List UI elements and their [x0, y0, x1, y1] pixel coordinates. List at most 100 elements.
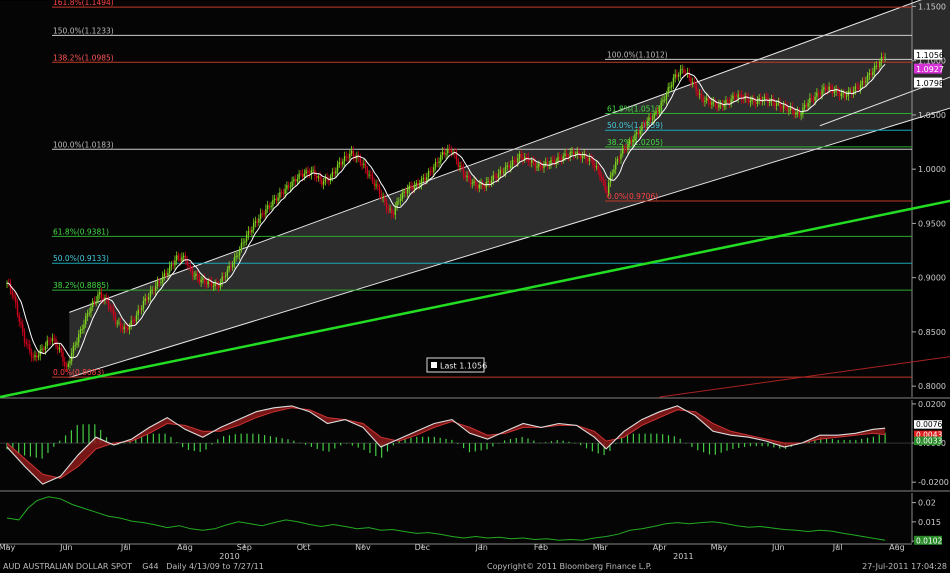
candle-body	[532, 160, 535, 163]
candle-body	[287, 185, 290, 188]
candle-body	[419, 184, 421, 186]
candle-body	[364, 163, 367, 169]
red-trendline	[659, 356, 950, 398]
candle-body	[711, 102, 713, 105]
candle-body	[251, 229, 253, 233]
candle-body	[363, 163, 365, 166]
candle-body	[768, 101, 771, 103]
candle-body	[492, 175, 494, 181]
macd-hist-bar	[369, 443, 371, 453]
candle-body	[399, 199, 402, 201]
candle-body	[648, 117, 650, 121]
candle-body	[142, 301, 145, 309]
macd-hist-bar	[252, 433, 254, 444]
candle-body	[459, 165, 461, 167]
candle-body	[328, 179, 330, 182]
candle-body	[782, 105, 785, 109]
candle-body	[803, 104, 806, 108]
candle-body	[210, 281, 213, 287]
candle-body	[623, 148, 626, 150]
macd-hist-bar	[246, 433, 248, 444]
macd-hist-bar	[866, 437, 869, 444]
candle-body	[718, 104, 720, 108]
candle-body	[660, 101, 662, 109]
candle-body	[884, 57, 886, 58]
candle-body	[866, 75, 869, 82]
candle-body	[838, 92, 841, 97]
x-tick-label-12: May	[711, 543, 728, 552]
candle-body	[289, 186, 292, 188]
macd-hist-bar	[234, 434, 236, 444]
macd-line	[6, 405, 886, 485]
candle-body	[587, 158, 589, 162]
candle-body	[789, 107, 792, 110]
macd-box-label-2: 0.0033	[916, 437, 942, 446]
candle-body	[244, 241, 246, 243]
candle-body	[99, 292, 101, 295]
candle-body	[90, 306, 92, 313]
candle-body	[698, 93, 701, 95]
candle-body	[177, 255, 180, 259]
macd-hist-bar	[585, 443, 588, 449]
candle-body	[712, 101, 715, 103]
candle-body	[350, 150, 353, 154]
candle-body	[805, 104, 808, 107]
candle-body	[677, 74, 680, 77]
x-tick-label-15: Aug	[889, 543, 905, 552]
macd-hist-bar	[158, 433, 160, 444]
macd-hist-bar	[767, 443, 769, 447]
macd-hist-bar	[638, 433, 640, 444]
candle-body	[559, 156, 561, 159]
candle-body	[525, 156, 528, 158]
legend-swatch	[431, 362, 437, 368]
macd-hist-bar	[47, 443, 49, 454]
candle-body	[11, 290, 13, 296]
macd-hist-bar	[416, 436, 418, 444]
candle-body	[86, 313, 89, 317]
macd-hist-bar	[457, 443, 459, 444]
fib-label-set1-6: 38.2%(0.8885)	[53, 281, 109, 290]
candle-body	[601, 176, 603, 180]
candle-body	[202, 278, 204, 280]
macd-hist-bar	[825, 437, 828, 444]
macd-hist-bar	[23, 443, 26, 456]
candle-body	[230, 266, 232, 268]
candle-body	[415, 182, 418, 186]
candle-body	[238, 249, 241, 256]
candle-body	[504, 166, 507, 173]
candle-body	[531, 160, 533, 163]
candle-body	[833, 91, 836, 93]
candle-body	[37, 355, 40, 358]
macd-hist-bar	[732, 443, 734, 449]
candle-body	[594, 165, 596, 168]
candle-body	[760, 97, 762, 102]
macd-hist-bar	[82, 424, 84, 444]
candle-body	[226, 269, 229, 277]
candle-body	[254, 221, 257, 224]
candle-body	[34, 355, 36, 358]
candle-body	[175, 255, 178, 261]
candle-body	[658, 108, 661, 113]
macd-box-2	[914, 436, 942, 446]
price-ytick-label-7: 0.8000	[918, 382, 946, 391]
candle-body	[441, 151, 444, 155]
candle-body	[378, 186, 381, 195]
fib-label-set2-2: 50.0%(1.0359)	[607, 121, 663, 130]
macd-hist-bar	[632, 433, 634, 444]
candle-body	[256, 221, 258, 223]
macd-hist-bar	[708, 443, 711, 455]
candle-body	[182, 255, 185, 258]
candle-body	[604, 181, 606, 191]
candle-body	[665, 93, 668, 100]
candle-body	[858, 87, 860, 90]
candle-body	[606, 190, 608, 193]
candle-body	[252, 223, 255, 230]
candle-body	[373, 181, 376, 186]
candle-body	[335, 171, 337, 174]
macd-hist-bar	[539, 442, 541, 444]
candle-body	[366, 168, 369, 175]
macd-hist-bar	[299, 442, 301, 444]
candle-body	[279, 192, 281, 198]
candle-body	[622, 148, 624, 154]
macd-hist-bar	[100, 430, 102, 444]
